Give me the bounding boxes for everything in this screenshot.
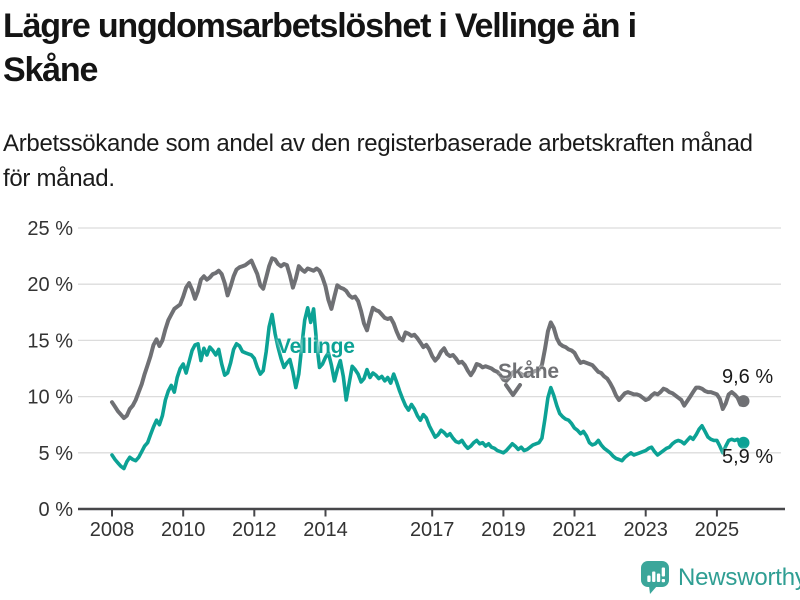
line-chart: 0 % 5 % 10 % 15 % 20 % 25 % 2008 2010 2012 2014 20…: [27, 218, 785, 541]
page-subtitle-line1: Arbetssökande som andel av den registerb…: [3, 130, 753, 157]
page-title-line1: Lägre ungdomsarbetslöshet i Vellinge än …: [3, 7, 637, 45]
page-title: Lägre ungdomsarbetslöshet i Vellinge än …: [3, 4, 637, 92]
x-axis-tick-label: 2021: [552, 519, 597, 541]
skane-series-label: Skåne: [498, 360, 559, 383]
skane-arrow-down-icon: [504, 383, 522, 397]
y-axis-tick-label: 5 %: [39, 443, 74, 465]
skane-line: [110, 256, 746, 420]
newsworthy-logo: Newsworthy: [640, 560, 800, 595]
page-subtitle: Arbetssökande som andel av den registerb…: [3, 126, 753, 196]
y-axis-tick-label: 25 %: [27, 218, 73, 240]
x-axis-tick-label: 2014: [303, 519, 348, 541]
newsworthy-logo-text: Newsworthy: [678, 563, 800, 591]
vellinge-end-dot: [737, 436, 750, 449]
page-title-line2: Skåne: [3, 51, 98, 89]
vellinge-end-value-label: 5,9 %: [722, 446, 774, 468]
x-axis-tick-label: 2012: [232, 519, 277, 541]
y-axis-tick-label: 0 %: [39, 499, 74, 521]
x-axis-tick-label: 2010: [161, 519, 206, 541]
vellinge-line: [110, 306, 746, 471]
x-axis-tick-label: 2019: [481, 519, 526, 541]
vellinge-series-label: Vellinge: [277, 335, 355, 358]
x-axis-tick-label: 2023: [623, 519, 668, 541]
y-axis-tick-label: 20 %: [27, 274, 73, 296]
y-axis-tick-label: 10 %: [27, 387, 73, 409]
page-subtitle-line2: för månad.: [3, 165, 115, 192]
newsworthy-chart-bubble-icon: [641, 561, 669, 594]
x-axis-tick-label: 2025: [695, 519, 740, 541]
y-axis-tick-label: 15 %: [27, 330, 73, 352]
skane-end-value-label: 9,6 %: [722, 366, 774, 388]
x-axis-tick-label: 2008: [90, 519, 135, 541]
skane-end-dot: [737, 395, 750, 408]
x-axis-tick-label: 2017: [410, 519, 455, 541]
